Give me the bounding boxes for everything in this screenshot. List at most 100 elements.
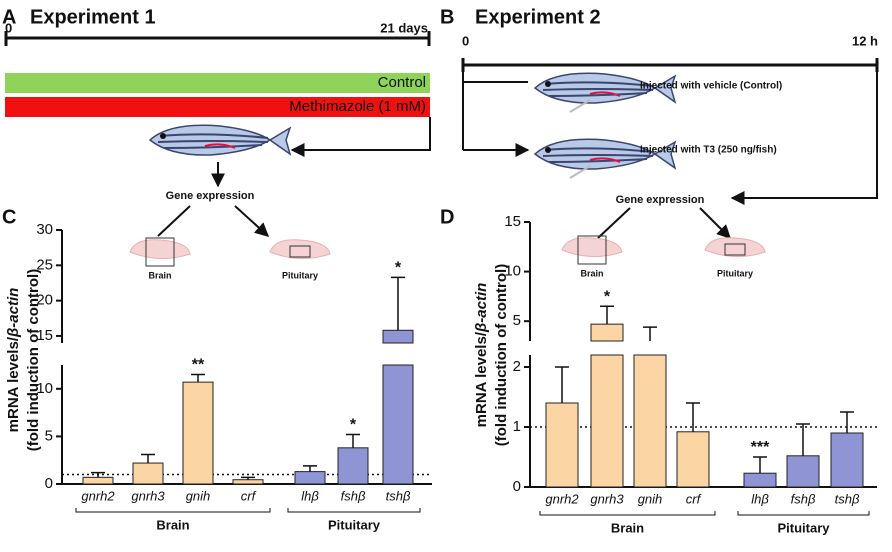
- tissue-label: Brain: [148, 270, 171, 280]
- y-axis-label-part: mRNA levels/: [473, 331, 490, 427]
- significance: ***: [751, 439, 770, 456]
- bar: [337, 447, 369, 485]
- tissue-label: Pituitary: [717, 268, 753, 278]
- tissue-box: [577, 235, 607, 265]
- error-bar: [753, 456, 767, 474]
- y-tick-label: 25: [36, 256, 53, 273]
- bar: [132, 462, 164, 485]
- group-label: Injected with vehicle (Control): [640, 81, 782, 92]
- x-tick-label: tshβ: [386, 488, 411, 503]
- bar: [676, 431, 710, 488]
- arrow: [597, 207, 730, 238]
- output-label: Gene expression: [616, 194, 705, 206]
- y-axis-label: (fold induction of control): [493, 264, 510, 446]
- panel-title: Experiment 2: [475, 6, 601, 28]
- x-tick-label: gnrh3: [131, 488, 165, 503]
- x-tick-label: crf: [686, 491, 702, 506]
- y-tick-label: 1: [513, 418, 521, 435]
- y-tick-label: 15: [36, 327, 53, 344]
- group-bracket: [539, 511, 716, 516]
- group-bracket: [287, 508, 421, 513]
- panel-label: B: [440, 6, 454, 28]
- group-label: Pituitary: [777, 520, 830, 535]
- timeline-end: 21 days: [380, 20, 428, 35]
- y-axis-label-part: mRNA levels/: [5, 336, 22, 432]
- bar: [182, 381, 214, 485]
- group-label: Pituitary: [328, 517, 381, 532]
- tissue-icon: [704, 237, 766, 257]
- y-tick-label: 20: [36, 292, 53, 309]
- error-bar: [643, 326, 657, 341]
- timeline: [461, 58, 879, 72]
- tissue-box: [145, 237, 175, 267]
- y-axis-label-part: β-actin: [5, 288, 22, 338]
- x-tick-label: lhβ: [751, 491, 769, 506]
- bar: [232, 479, 264, 485]
- tissue-box: [289, 245, 311, 258]
- panel-label: C: [2, 206, 16, 228]
- y-tick-label: 2: [513, 358, 521, 375]
- fish: [149, 124, 291, 157]
- x-tick-label: fshβ: [791, 491, 816, 506]
- tissue-label: Pituitary: [282, 270, 318, 280]
- x-tick-label: tshβ: [835, 491, 860, 506]
- error-bar: [391, 276, 405, 331]
- panel-title: Experiment 1: [30, 6, 156, 28]
- bar: [786, 455, 820, 488]
- group-bar: [5, 97, 430, 117]
- error-bar: [303, 465, 317, 472]
- timeline: [4, 31, 431, 46]
- y-axis-label: mRNA levels/β-actin: [5, 288, 22, 433]
- group-label: Brain: [611, 520, 644, 535]
- tissue-label: Brain: [580, 268, 603, 278]
- x-tick-label: fshβ: [341, 488, 366, 503]
- bar: [830, 432, 864, 488]
- group-label: Injected with T3 (250 ng/fish): [640, 145, 777, 156]
- tissue-box: [724, 243, 746, 256]
- error-bar: [796, 423, 810, 456]
- y-tick-label: 0: [513, 478, 521, 495]
- tissue-icon: [269, 239, 331, 259]
- x-tick-label: gnih: [186, 488, 211, 503]
- y-axis-label: (fold induction of control): [25, 269, 42, 451]
- timeline-end: 12 h: [852, 33, 878, 48]
- y-tick-label: 10: [36, 380, 53, 397]
- error-bar: [555, 366, 569, 403]
- bar: [590, 354, 624, 488]
- timeline-start: 0: [5, 20, 12, 35]
- bar: [294, 471, 326, 485]
- error-bar: [600, 305, 614, 325]
- group-bracket: [75, 508, 271, 513]
- group-bar: [5, 73, 430, 93]
- syringe: [569, 99, 591, 179]
- group-label: Brain: [156, 517, 189, 532]
- bar: [545, 402, 579, 488]
- x-tick-label: gnih: [638, 491, 663, 506]
- error-bar: [686, 402, 700, 432]
- y-tick-label: 0: [45, 475, 53, 492]
- x-tick-label: gnrh3: [590, 491, 624, 506]
- branch: [462, 65, 525, 151]
- x-tick-label: crf: [241, 488, 257, 503]
- panel-label: D: [440, 206, 454, 228]
- x-tick-label: gnrh2: [81, 488, 115, 503]
- error-bar: [840, 411, 854, 433]
- y-axis-label: mRNA levels/β-actin: [473, 283, 490, 428]
- error-bar: [141, 453, 155, 464]
- significance: *: [395, 260, 402, 277]
- group-label: Methimazole (1 mM): [289, 98, 426, 115]
- output-label: Gene expression: [166, 190, 255, 202]
- arrow: [500, 81, 528, 150]
- group-label: Control: [378, 74, 426, 91]
- tissue-icon: [129, 239, 191, 259]
- significance: *: [604, 289, 611, 306]
- panel-label: A: [2, 6, 16, 28]
- x-tick-label: lhβ: [301, 488, 319, 503]
- bar: [82, 476, 114, 485]
- bar: [382, 364, 414, 485]
- bar: [743, 472, 777, 488]
- arrow: [730, 65, 878, 205]
- y-axis-label-part: β-actin: [473, 283, 490, 333]
- timeline-start: 0: [462, 33, 469, 48]
